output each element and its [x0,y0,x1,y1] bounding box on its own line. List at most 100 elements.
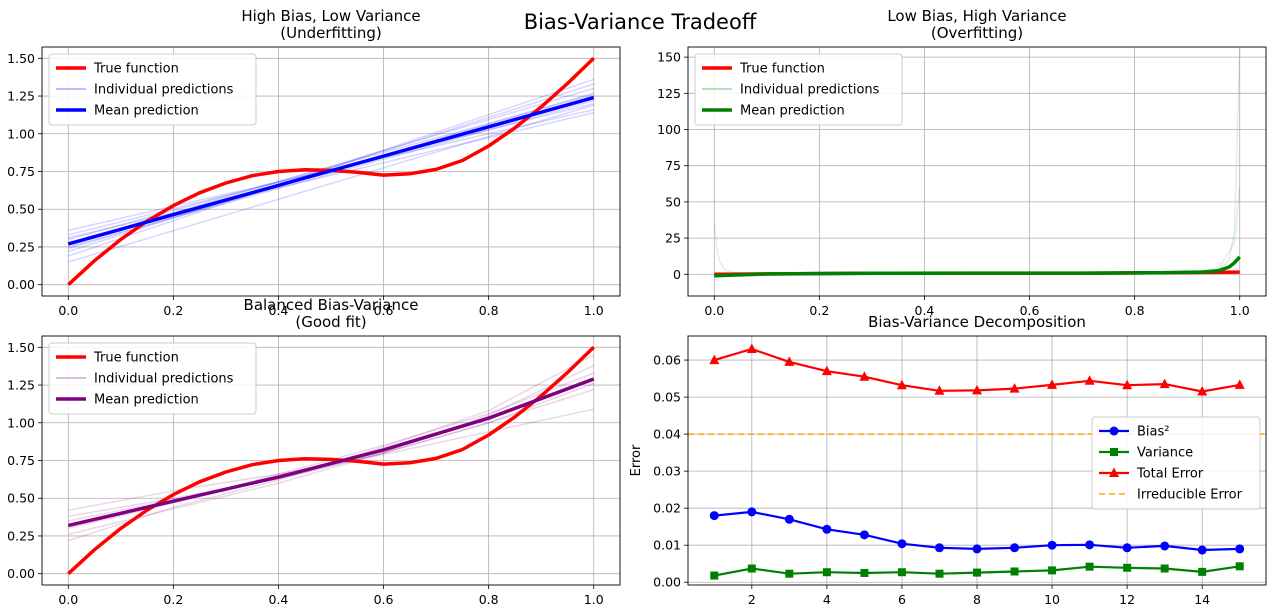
y-tick-label: 0.50 [7,491,35,506]
x-tick-label: 1.0 [584,592,604,607]
x-tick-label: 1.0 [584,303,604,318]
bias-point [1235,544,1245,554]
x-tick-label: 2 [748,592,756,607]
y-tick-label: 1.00 [7,415,35,430]
y-tick-label: 1.00 [7,126,35,141]
individual-prediction-line [68,99,594,248]
panel-4: 2 4 6 8 10 12 14 0.00 0.01 0.02 0.03 0.04 0.05 0.06 Bi… [629,313,1267,607]
total-error-point [896,379,907,390]
y-tick-label: 0.25 [7,528,35,543]
y-tick-label: 0.75 [7,164,35,179]
y-tick-label: 1.50 [7,51,35,66]
legend-mean-prediction-label: Mean prediction [94,104,199,119]
x-tick-label: 0.6 [374,592,394,607]
y-tick-label: 0.06 [653,353,681,368]
panel-title: Low Bias, High Variance [887,7,1066,25]
y-tick-label: 0.02 [653,501,681,516]
y-tick-label: 150 [657,50,681,65]
variance-point [1085,562,1094,571]
legend-total-error-marker [1109,467,1119,477]
x-tick-label: 0.2 [809,303,829,318]
legend-total-error-label: Total Error [1136,467,1204,482]
total-error-point [859,371,870,381]
individual-prediction-line [68,388,594,518]
x-tick-label: 14 [1194,592,1210,607]
y-tick-label: 0.05 [653,390,681,405]
x-tick-label: 0.4 [269,303,289,318]
plot-area [67,57,595,286]
legend: Bias² Variance Total Error Irreducible Erro… [1091,416,1261,510]
individual-prediction-line [68,83,594,253]
total-error-point [972,384,982,395]
axes-frame [687,335,1267,586]
y-tick-label: 50 [665,194,681,209]
x-tick-label: 0.6 [1020,303,1040,318]
axes-frame [687,46,1267,297]
bias-point [1047,540,1057,550]
variance-point [860,568,869,577]
axes-frame [41,335,621,586]
y-tick-label: 0.75 [7,453,35,468]
bias-point [1122,543,1132,553]
bias-point [709,511,719,521]
legend-true-function-label: True function [739,62,825,77]
variance-point [935,569,944,578]
bias-point [747,507,757,517]
panel-2: 0.0 0.2 0.4 0.6 0.8 1.0 0 25 50 75 100 125 150 Low Bi… [657,7,1267,318]
legend-true-function-label: True function [93,351,179,366]
panel-title: Bias-Variance Decomposition [868,313,1086,331]
y-tick-label: 125 [657,86,681,101]
x-tick-label: 0.4 [269,592,289,607]
total-error-point [1159,378,1170,389]
legend-variance-marker [1110,448,1118,456]
panel-title: High Bias, Low Variance [241,7,420,25]
y-tick-label: 0.00 [653,575,681,590]
variance-point [1160,564,1169,573]
x-tick-label: 4 [823,592,831,607]
x-tick-label: 0.2 [163,592,183,607]
bias-point [1010,543,1020,553]
mean-prediction-line [67,377,595,528]
y-tick-label: 1.50 [7,340,35,355]
legend-irreducible-error-label: Irreducible Error [1137,488,1243,503]
total-error-point [1047,379,1058,389]
x-tick-label: 0.8 [479,303,499,318]
y-tick-label: 0.01 [653,538,681,553]
variance-point [785,569,794,578]
legend-box [48,342,257,415]
individual-prediction-line [68,78,594,257]
bias-point [1085,540,1095,550]
y-tick-label: 0.04 [653,427,681,442]
mean-prediction-line [67,95,595,246]
variance-point [710,571,719,580]
y-tick-label: 0.00 [7,566,35,581]
panel-title: Balanced Bias-Variance [244,296,419,314]
bias-point [784,514,794,524]
panel-1: 0.0 0.2 0.4 0.6 0.8 1.0 0.00 0.25 0.50 0.75 1.00 1.… [7,7,621,318]
plot-area [713,48,1242,281]
x-tick-label: 0.0 [58,303,78,318]
bias-point [822,524,832,534]
bias-point [934,543,944,553]
y-tick-label: 1.25 [7,89,35,104]
variance-point [897,568,906,577]
legend-mean-prediction-label: Mean prediction [740,104,845,119]
legend-box [1091,416,1261,510]
total-error-point [784,356,795,366]
legend-individual-predictions-label: Individual predictions [94,372,234,387]
axes-frame [41,46,621,297]
x-tick-label: 0.4 [915,303,935,318]
y-tick-label: 0.00 [7,277,35,292]
x-tick-label: 0.0 [704,303,724,318]
legend-bias-marker [1109,426,1119,436]
legend-true-function-label: True function [93,62,179,77]
panel-3: 0.0 0.2 0.4 0.6 0.8 1.0 0.00 0.25 0.50 0.75 1.00 1.… [7,296,621,607]
total-error-point [746,343,757,353]
variance-point [822,568,831,577]
plot-area [67,346,595,575]
total-error-point [821,365,832,376]
total-error-point [934,385,945,395]
variance-point [1048,566,1057,575]
legend: True function Individual predictions Mean … [48,342,257,415]
legend-variance-label: Variance [1137,446,1193,461]
